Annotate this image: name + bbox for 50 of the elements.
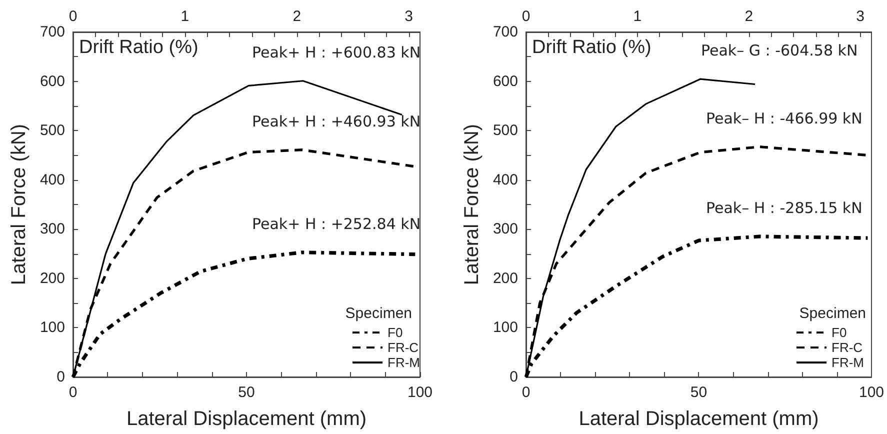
x2-tick-label: 2 <box>744 8 754 25</box>
y-tick-label: 600 <box>492 72 518 90</box>
x-tick-label: 50 <box>238 384 255 401</box>
x-axis-title: Lateral Displacement (mm) <box>126 408 367 430</box>
legend-label: FR-C <box>832 340 863 355</box>
x2-tick-label: 0 <box>68 8 78 25</box>
annotation: Peak+ H : +252.84 kN <box>252 214 421 233</box>
x2-tick-label: 1 <box>180 8 190 25</box>
y-axis-title: Lateral Force (kN) <box>8 124 30 286</box>
legend-label: FR-C <box>388 340 419 355</box>
y-tick-label: 700 <box>40 24 65 40</box>
legend-label: FR-M <box>388 355 420 370</box>
legend-label: F0 <box>832 325 847 340</box>
legend-title: Specimen <box>345 305 412 322</box>
annotation: Peak+ H : +460.93 kN <box>252 112 421 130</box>
x2-tick-label: 3 <box>856 8 865 25</box>
y-tick-label: 200 <box>40 270 65 287</box>
y-tick-label: 300 <box>40 220 65 238</box>
legend-label: F0 <box>388 325 403 340</box>
y-axis-title: Lateral Force (kN) <box>461 124 483 286</box>
x-tick-label: 0 <box>68 384 78 401</box>
x-tick-label: 100 <box>858 384 884 401</box>
y-tick-label: 700 <box>492 24 518 40</box>
y-tick-label: 600 <box>40 72 65 90</box>
x2-tick-label: 2 <box>292 8 302 25</box>
annotation: Peak+ H : +600.83 kN <box>252 43 421 62</box>
x2-tick-label: 1 <box>633 8 642 25</box>
x2-tick-label: 3 <box>404 8 413 25</box>
y-tick-label: 400 <box>40 171 65 188</box>
annotation: Peak– H : -466.99 kN <box>706 109 862 128</box>
y-tick-label: 500 <box>492 122 518 140</box>
x-tick-label: 0 <box>522 384 530 401</box>
y-tick-label: 300 <box>492 220 518 238</box>
y-tick-label: 0 <box>510 368 518 386</box>
y-tick-label: 100 <box>40 319 65 336</box>
legend-label: FR-M <box>832 355 864 370</box>
x2-axis-title: Drift Ratio (%) <box>532 37 652 58</box>
x2-axis-title: Drift Ratio (%) <box>79 37 198 58</box>
annotation: Peak– H : -285.15 kN <box>706 198 862 217</box>
x2-tick-label: 0 <box>522 8 530 25</box>
x-tick-label: 100 <box>407 384 433 401</box>
y-tick-label: 100 <box>492 319 518 336</box>
y-tick-label: 200 <box>492 270 518 287</box>
x-axis-title: Lateral Displacement (mm) <box>578 408 819 430</box>
annotation: Peak– G : -604.58 kN <box>701 42 858 60</box>
y-tick-label: 500 <box>40 122 65 140</box>
legend-title: Specimen <box>799 305 866 322</box>
y-tick-label: 400 <box>492 171 518 188</box>
y-tick-label: 0 <box>56 368 65 386</box>
x-tick-label: 50 <box>690 384 708 401</box>
